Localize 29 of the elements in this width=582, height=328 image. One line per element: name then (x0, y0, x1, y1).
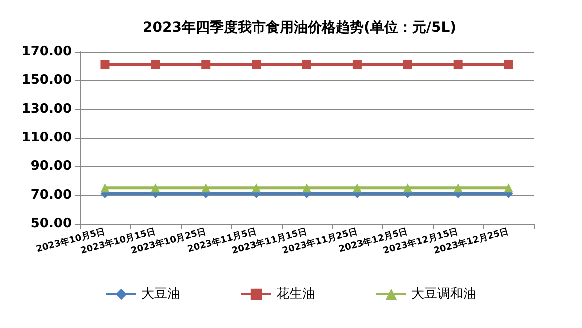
point (352, 60, 362, 70)
point (454, 60, 463, 70)
point (100, 184, 110, 193)
y-tick-label: 50.00 (30, 216, 72, 232)
point (100, 60, 110, 70)
y-tick-label: 110.00 (22, 130, 72, 146)
point (151, 60, 160, 70)
y-tick-label: 70.00 (30, 188, 72, 203)
point (151, 184, 160, 193)
point (202, 184, 211, 193)
y-tick-label: 150.00 (22, 73, 72, 88)
point (454, 184, 463, 193)
point (302, 184, 312, 193)
point (202, 60, 211, 70)
point (302, 60, 312, 70)
legend-label: 大豆调和油 (412, 287, 476, 302)
y-tick-label: 90.00 (30, 159, 72, 174)
chart-title: 2023年四季度我市食用油价格趋势(单位：元/5L) (143, 19, 457, 36)
point (403, 60, 412, 70)
point (504, 60, 514, 70)
point (252, 60, 262, 70)
point (352, 184, 362, 193)
point (504, 184, 514, 193)
point (252, 184, 262, 193)
y-tick-label: 170.00 (22, 44, 72, 60)
y-tick-label: 130.00 (22, 102, 72, 117)
legend-label: 花生油 (276, 287, 316, 302)
point (403, 184, 412, 193)
legend-label: 大豆油 (142, 287, 180, 302)
